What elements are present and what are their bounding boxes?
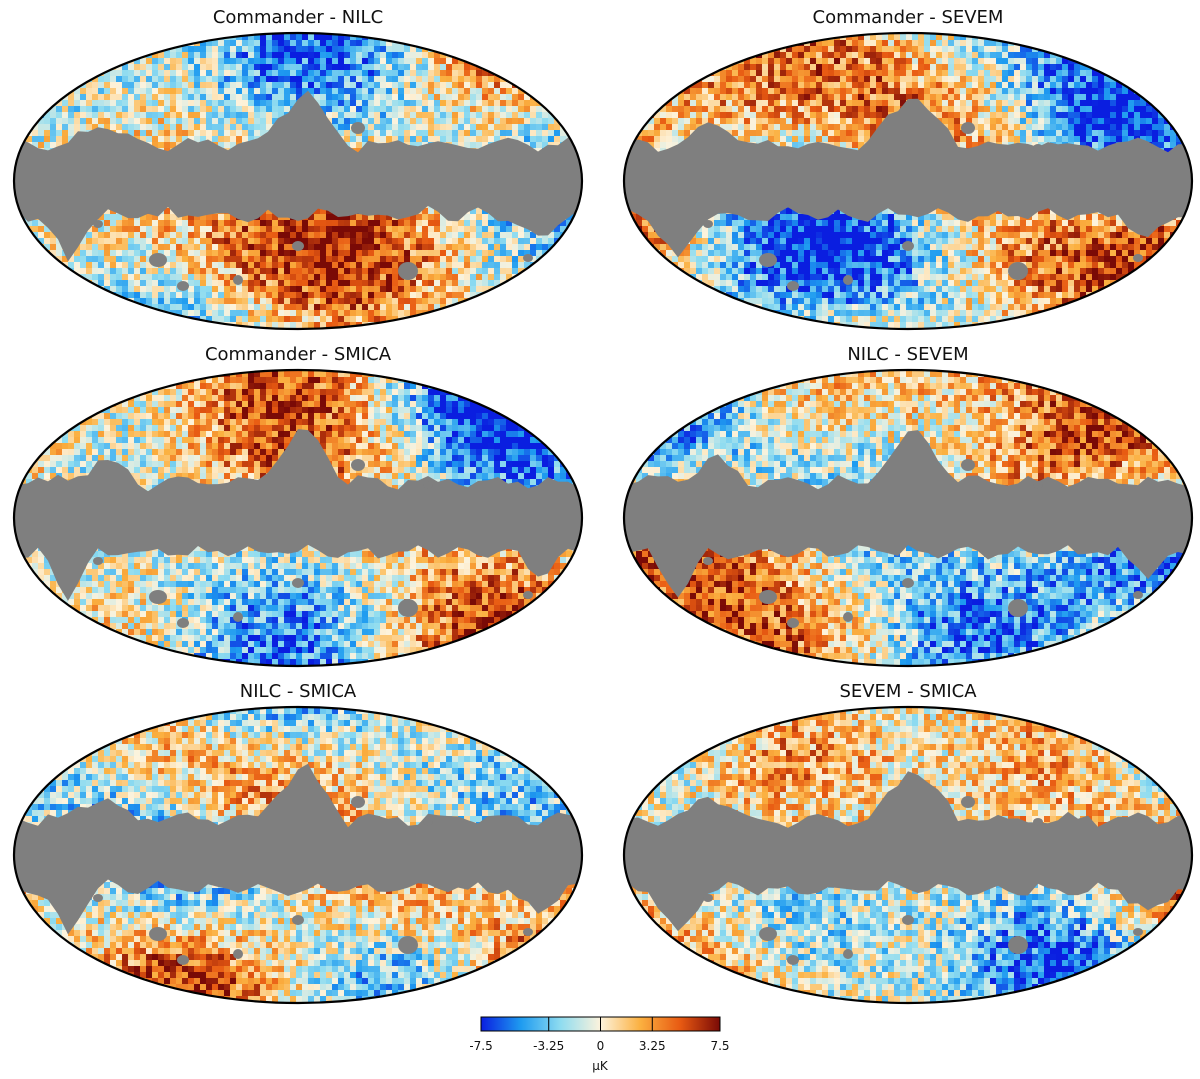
point-source-mask xyxy=(1033,818,1043,826)
point-source-mask xyxy=(787,618,799,628)
point-source-mask xyxy=(177,281,189,291)
colorbar-tick-label: 7.5 xyxy=(710,1039,729,1053)
point-source-mask xyxy=(902,241,914,251)
point-source-mask xyxy=(423,818,433,826)
point-source-mask xyxy=(703,557,713,565)
point-source-mask xyxy=(523,928,533,936)
point-source-mask xyxy=(177,618,189,628)
colorbar-tick-label: -3.25 xyxy=(533,1039,564,1053)
panel-title: Commander - SEVEM xyxy=(618,6,1198,30)
point-source-mask xyxy=(523,591,533,599)
panel-commander-smica: Commander - SMICA xyxy=(8,343,588,673)
point-source-mask xyxy=(149,927,167,941)
galactic-mask xyxy=(624,98,1192,258)
galactic-mask xyxy=(14,763,582,935)
point-source-mask xyxy=(398,262,418,280)
mollweide-map xyxy=(622,705,1194,1005)
mollweide-map xyxy=(12,31,584,331)
point-source-mask xyxy=(1133,591,1143,599)
point-source-mask xyxy=(787,955,799,965)
mollweide-map xyxy=(12,368,584,668)
point-source-mask xyxy=(1008,262,1028,280)
panel-sevem-smica: SEVEM - SMICA xyxy=(618,680,1198,1010)
map-field xyxy=(14,707,582,1003)
point-source-mask xyxy=(902,578,914,588)
point-source-mask xyxy=(1033,481,1043,489)
map-field xyxy=(624,707,1192,1003)
point-source-mask xyxy=(149,590,167,604)
point-source-mask xyxy=(177,955,189,965)
point-source-mask xyxy=(703,220,713,228)
point-source-mask xyxy=(759,927,777,941)
colorbar-tick-label: 3.25 xyxy=(639,1039,666,1053)
map-outline xyxy=(12,368,584,668)
panel-nilc-smica: NILC - SMICA xyxy=(8,680,588,1010)
point-source-mask xyxy=(1133,928,1143,936)
galactic-mask xyxy=(14,90,582,262)
point-source-mask xyxy=(961,796,975,808)
map-field xyxy=(14,33,582,329)
point-source-mask xyxy=(149,253,167,267)
point-source-mask xyxy=(351,459,365,471)
mollweide-map xyxy=(622,368,1194,668)
colorbar-tick-label: 0 xyxy=(597,1039,605,1053)
point-source-mask xyxy=(292,578,304,588)
panel-title: NILC - SMICA xyxy=(8,680,588,704)
point-source-mask xyxy=(1133,254,1143,262)
point-source-mask xyxy=(1008,599,1028,617)
map-outline xyxy=(622,705,1194,1005)
point-source-mask xyxy=(233,612,243,622)
galactic-mask xyxy=(624,430,1192,598)
mollweide-map xyxy=(622,31,1194,331)
panel-title: Commander - SMICA xyxy=(8,343,588,367)
point-source-mask xyxy=(961,122,975,134)
panel-title: NILC - SEVEM xyxy=(618,343,1198,367)
point-source-mask xyxy=(351,796,365,808)
panel-nilc-sevem: NILC - SEVEM xyxy=(618,343,1198,673)
point-source-mask xyxy=(523,254,533,262)
galactic-mask xyxy=(14,429,582,601)
colorbar-unit-label: μK xyxy=(592,1059,609,1073)
point-source-mask xyxy=(787,281,799,291)
point-source-mask xyxy=(233,949,243,959)
point-source-mask xyxy=(93,220,103,228)
colorbar-tick-label: -7.5 xyxy=(470,1039,493,1053)
point-source-mask xyxy=(398,599,418,617)
point-source-mask xyxy=(703,894,713,902)
point-source-mask xyxy=(292,241,304,251)
point-source-mask xyxy=(93,894,103,902)
point-source-mask xyxy=(843,612,853,622)
point-source-mask xyxy=(843,949,853,959)
point-source-mask xyxy=(1033,144,1043,152)
map-field xyxy=(14,370,582,666)
mollweide-map xyxy=(12,705,584,1005)
map-outline xyxy=(12,705,584,1005)
point-source-mask xyxy=(398,936,418,954)
point-source-mask xyxy=(292,915,304,925)
point-source-mask xyxy=(843,275,853,285)
panel-commander-nilc: Commander - NILC xyxy=(8,6,588,336)
panel-title: Commander - NILC xyxy=(8,6,588,30)
point-source-mask xyxy=(351,122,365,134)
panel-commander-sevem: Commander - SEVEM xyxy=(618,6,1198,336)
map-field xyxy=(624,370,1192,666)
point-source-mask xyxy=(423,144,433,152)
colorbar: -7.5 -3.25 0 3.25 7.5 μK xyxy=(470,1016,730,1073)
point-source-mask xyxy=(233,275,243,285)
galactic-mask xyxy=(624,771,1192,932)
point-source-mask xyxy=(759,253,777,267)
point-source-mask xyxy=(1008,936,1028,954)
point-source-mask xyxy=(93,557,103,565)
map-outline xyxy=(12,31,584,331)
colorbar-ticks: -7.5 -3.25 0 3.25 7.5 xyxy=(470,1017,730,1053)
map-outline xyxy=(622,368,1194,668)
point-source-mask xyxy=(902,915,914,925)
point-source-mask xyxy=(961,459,975,471)
point-source-mask xyxy=(423,481,433,489)
map-outline xyxy=(622,31,1194,331)
point-source-mask xyxy=(759,590,777,604)
map-field xyxy=(624,33,1192,329)
panel-title: SEVEM - SMICA xyxy=(618,680,1198,704)
